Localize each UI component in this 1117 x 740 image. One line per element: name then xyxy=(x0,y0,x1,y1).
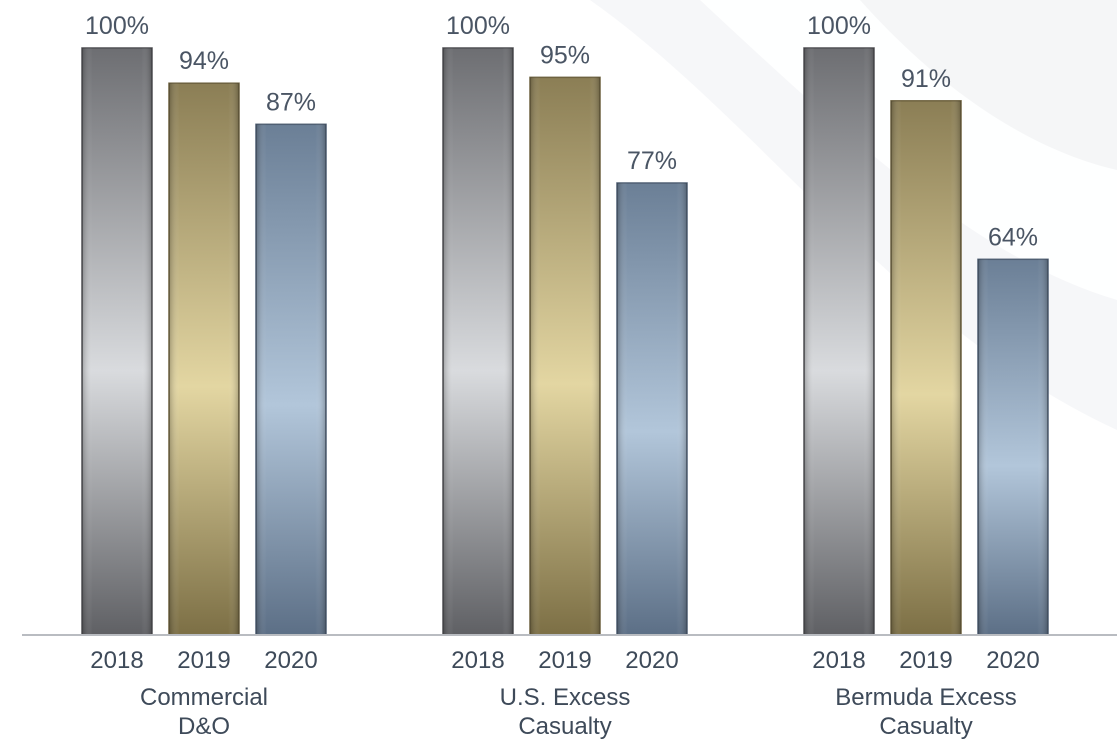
bar-shading xyxy=(443,48,513,635)
x-tick-label: 2020 xyxy=(264,647,317,674)
x-tick-label: 2020 xyxy=(986,647,1039,674)
bar-shading xyxy=(169,83,239,636)
bar-shading xyxy=(891,100,961,635)
category-label: Bermuda Excess xyxy=(835,684,1016,711)
bar-shading xyxy=(617,183,687,635)
data-label: 100% xyxy=(807,12,871,40)
category-label: D&O xyxy=(178,713,230,740)
bar-shading xyxy=(256,124,326,635)
data-label: 100% xyxy=(446,12,510,40)
category-label: Casualty xyxy=(518,713,611,740)
bar-shading xyxy=(82,48,152,635)
data-label: 94% xyxy=(179,47,229,75)
x-tick-label: 2018 xyxy=(451,647,504,674)
data-label: 64% xyxy=(988,223,1038,251)
x-tick-label: 2019 xyxy=(538,647,591,674)
data-label: 100% xyxy=(85,12,149,40)
category-label: Casualty xyxy=(879,713,972,740)
data-label: 91% xyxy=(901,65,951,93)
x-tick-label: 2018 xyxy=(812,647,865,674)
category-label: U.S. Excess xyxy=(500,684,631,711)
bar-shading xyxy=(978,259,1048,635)
data-label: 95% xyxy=(540,41,590,69)
category-label: Commercial xyxy=(140,684,268,711)
data-label: 87% xyxy=(266,88,316,116)
x-tick-label: 2020 xyxy=(625,647,678,674)
x-tick-label: 2019 xyxy=(899,647,952,674)
x-tick-label: 2018 xyxy=(90,647,143,674)
x-tick-label: 2019 xyxy=(177,647,230,674)
bar-shading xyxy=(530,77,600,636)
data-label: 77% xyxy=(627,147,677,175)
bar-shading xyxy=(804,48,874,635)
